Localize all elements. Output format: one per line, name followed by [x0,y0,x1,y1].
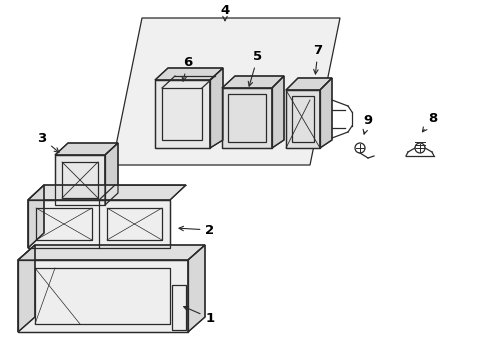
Text: 6: 6 [182,55,193,81]
Text: 1: 1 [184,306,215,324]
Polygon shape [210,68,223,148]
Polygon shape [320,78,332,148]
Polygon shape [188,245,205,332]
Polygon shape [18,245,35,332]
Polygon shape [286,78,332,90]
Polygon shape [18,245,205,260]
Polygon shape [55,155,105,205]
Polygon shape [155,80,210,148]
Polygon shape [28,200,170,248]
Polygon shape [28,185,186,200]
Polygon shape [112,18,340,165]
Polygon shape [222,76,284,88]
Text: 8: 8 [422,112,438,132]
Text: 4: 4 [220,4,230,21]
Polygon shape [105,143,118,205]
Text: 9: 9 [363,113,372,134]
Polygon shape [222,88,272,148]
Polygon shape [272,76,284,148]
Text: 7: 7 [314,44,322,74]
Text: 2: 2 [179,224,215,237]
Polygon shape [18,260,188,332]
Polygon shape [155,68,223,80]
Polygon shape [28,185,44,248]
Text: 5: 5 [248,50,263,86]
Polygon shape [55,143,118,155]
Text: 3: 3 [37,131,59,152]
Polygon shape [286,90,320,148]
